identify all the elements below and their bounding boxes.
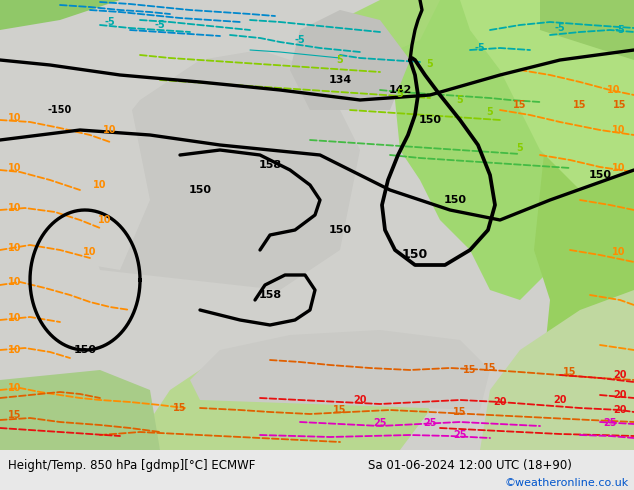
Text: 20: 20 [353, 395, 366, 405]
Text: 15: 15 [333, 405, 347, 415]
Text: 5: 5 [337, 55, 344, 65]
Text: 158: 158 [259, 290, 281, 300]
Text: 15: 15 [573, 100, 586, 110]
Text: 5: 5 [397, 89, 403, 99]
Text: 150: 150 [418, 115, 441, 125]
Polygon shape [540, 0, 634, 60]
Text: 150: 150 [74, 345, 96, 355]
Polygon shape [390, 0, 634, 300]
Text: 20: 20 [613, 390, 627, 400]
Text: 15: 15 [173, 403, 187, 413]
Text: 15: 15 [483, 363, 497, 373]
Text: 25: 25 [373, 418, 387, 428]
Text: 10: 10 [8, 113, 22, 123]
Text: 10: 10 [8, 243, 22, 253]
Polygon shape [190, 330, 490, 410]
Text: 10: 10 [8, 277, 22, 287]
Text: 10: 10 [8, 203, 22, 213]
Text: 15: 15 [514, 100, 527, 110]
Text: 150: 150 [444, 195, 467, 205]
Text: 10: 10 [8, 163, 22, 173]
Polygon shape [290, 10, 410, 110]
Text: 20: 20 [613, 405, 627, 415]
Text: -5: -5 [105, 17, 115, 27]
Polygon shape [80, 50, 360, 290]
Text: 5: 5 [487, 107, 493, 117]
Text: -5: -5 [555, 23, 566, 33]
Polygon shape [480, 290, 634, 450]
Text: 25: 25 [424, 418, 437, 428]
Text: 25: 25 [453, 430, 467, 440]
Text: 10: 10 [103, 125, 117, 135]
Text: -5: -5 [295, 35, 306, 45]
Text: -5: -5 [614, 25, 625, 35]
Text: 5: 5 [427, 59, 434, 69]
Text: 134: 134 [328, 75, 352, 85]
Text: 10: 10 [8, 313, 22, 323]
Polygon shape [150, 340, 430, 450]
Text: 5: 5 [517, 143, 524, 153]
Text: 10: 10 [83, 247, 97, 257]
Text: 150: 150 [402, 248, 428, 262]
Text: 15: 15 [463, 365, 477, 375]
Polygon shape [0, 50, 150, 270]
Text: 25: 25 [603, 418, 617, 428]
Text: 10: 10 [612, 163, 626, 173]
Polygon shape [460, 0, 634, 190]
Text: Height/Temp. 850 hPa [gdmp][°C] ECMWF: Height/Temp. 850 hPa [gdmp][°C] ECMWF [8, 459, 256, 472]
Polygon shape [330, 0, 440, 70]
Text: -150: -150 [48, 105, 72, 115]
Text: 20: 20 [493, 397, 507, 407]
Text: ©weatheronline.co.uk: ©weatheronline.co.uk [505, 478, 629, 488]
Text: 158: 158 [259, 160, 281, 170]
Polygon shape [534, 0, 634, 450]
Text: 5: 5 [456, 95, 463, 105]
Polygon shape [0, 370, 160, 450]
Text: 10: 10 [8, 345, 22, 355]
Text: 15: 15 [613, 100, 627, 110]
Text: 10: 10 [98, 215, 112, 225]
Text: 15: 15 [8, 410, 22, 420]
Text: 10: 10 [607, 85, 621, 95]
Text: 10: 10 [93, 180, 107, 190]
Text: Sa 01-06-2024 12:00 UTC (18+90): Sa 01-06-2024 12:00 UTC (18+90) [368, 459, 572, 472]
Text: 142: 142 [388, 85, 411, 95]
Text: 20: 20 [553, 395, 567, 405]
Text: -5: -5 [155, 20, 165, 30]
Text: -5: -5 [475, 43, 486, 53]
Polygon shape [0, 0, 120, 30]
Text: 10: 10 [8, 383, 22, 393]
Text: 10: 10 [612, 247, 626, 257]
Text: 150: 150 [188, 185, 212, 195]
Text: 150: 150 [328, 225, 351, 235]
Text: 150: 150 [588, 170, 612, 180]
Text: 15: 15 [563, 367, 577, 377]
Text: 10: 10 [612, 125, 626, 135]
Text: 20: 20 [613, 370, 627, 380]
Text: 15: 15 [453, 407, 467, 417]
